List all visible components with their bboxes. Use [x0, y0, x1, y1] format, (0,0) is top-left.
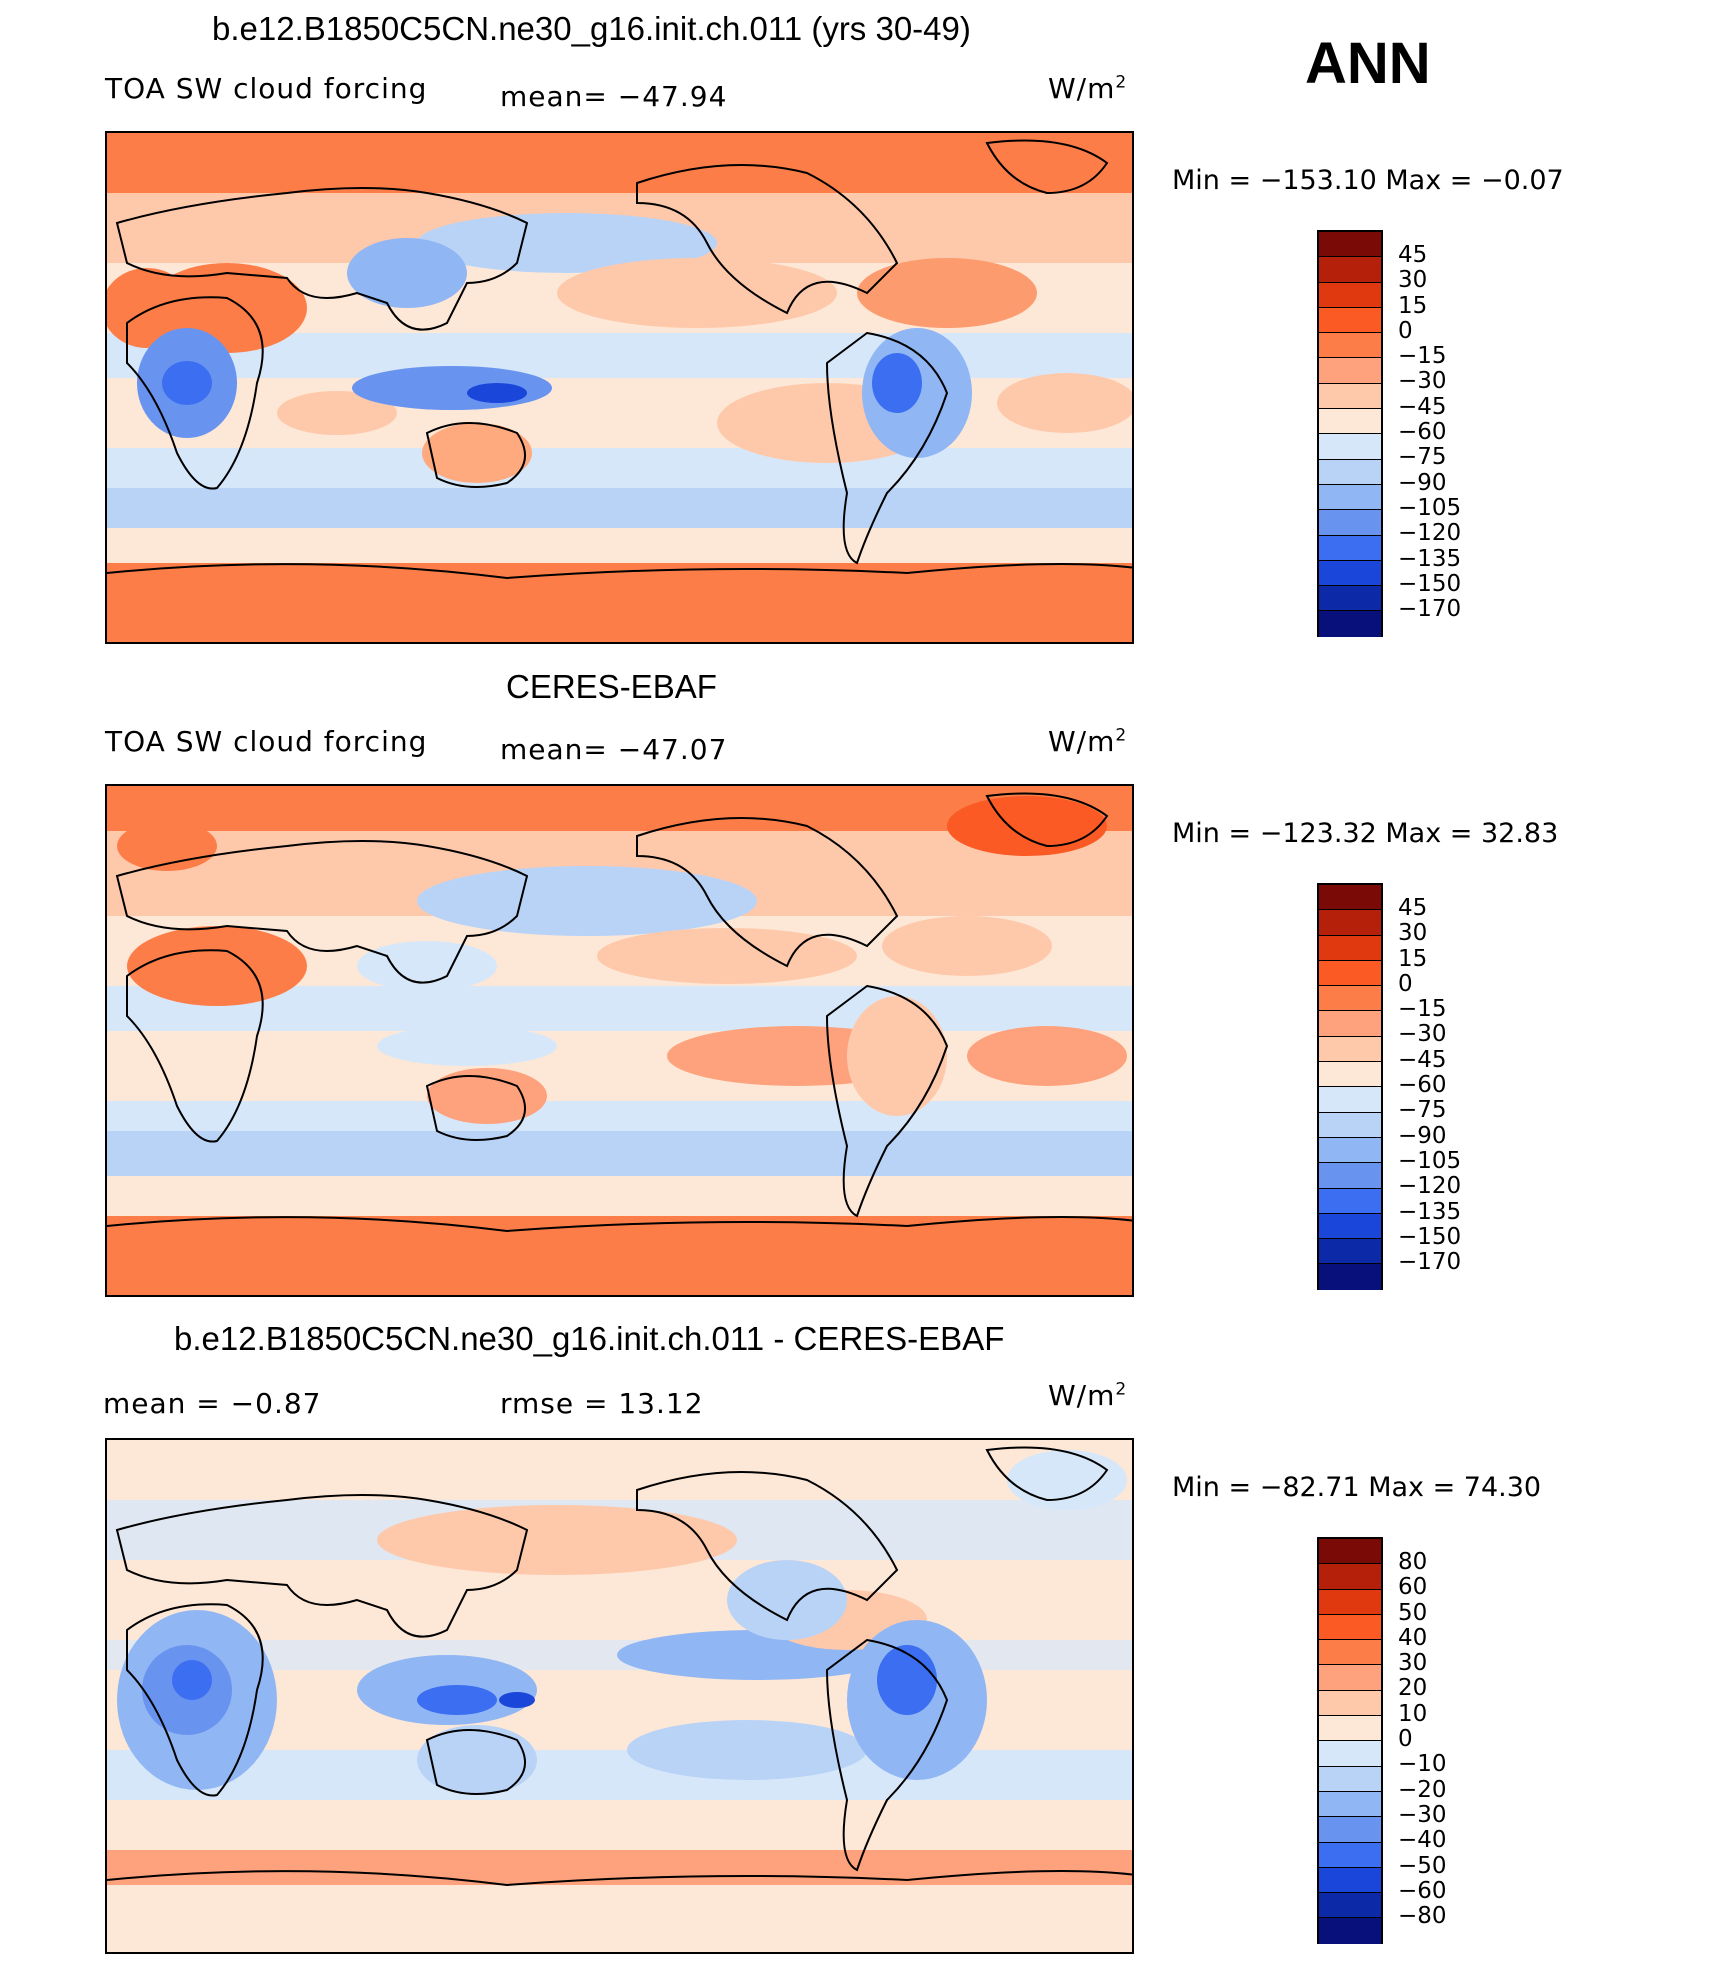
colorbar-tick: −135: [1398, 1198, 1462, 1225]
panel1-mean-label: mean= −47.94: [500, 80, 728, 113]
colorbar-tick: −45: [1398, 1046, 1447, 1073]
colorbar-tick: −45: [1398, 393, 1447, 420]
panel2-mean-label: mean= −47.07: [500, 733, 728, 766]
panel3-units: W/m2: [1048, 1379, 1128, 1412]
colorbar-tick: 0: [1398, 317, 1413, 344]
colorbar-tick: −90: [1398, 469, 1447, 496]
colorbar-tick: −15: [1398, 343, 1447, 370]
colorbar-tick: 30: [1398, 267, 1428, 294]
colorbar-tick: 60: [1398, 1574, 1428, 1601]
panel1-colorbar-ticks: 45 30 15 0 −15 −30 −45 −60 −75 −90 −105 …: [1398, 242, 1462, 623]
colorbar-tick: 15: [1398, 292, 1428, 319]
colorbar-tick: −105: [1398, 1147, 1462, 1174]
colorbar-tick: −80: [1398, 1903, 1447, 1930]
panel2-min-max: Min = −123.32 Max = 32.83: [1172, 818, 1559, 849]
colorbar-tick: −30: [1398, 368, 1447, 395]
colorbar-tick: −40: [1398, 1827, 1447, 1854]
panel3-min-max: Min = −82.71 Max = 74.30: [1172, 1472, 1542, 1503]
colorbar-tick: 30: [1398, 1650, 1428, 1677]
colorbar-tick: −170: [1398, 596, 1462, 623]
panel1-min-max: Min = −153.10 Max = −0.07: [1172, 165, 1564, 196]
colorbar-tick: −15: [1398, 996, 1447, 1023]
panel3-map: [105, 1438, 1134, 1954]
panel2-colorbar-ticks: 45 30 15 0 −15 −30 −45 −60 −75 −90 −105 …: [1398, 895, 1462, 1276]
colorbar-tick: −120: [1398, 520, 1462, 547]
season-label: ANN: [1305, 31, 1431, 96]
colorbar-tick: 0: [1398, 1726, 1413, 1753]
panel2-colorbar: [1317, 883, 1383, 1290]
colorbar-tick: 0: [1398, 970, 1413, 997]
colorbar-tick: 45: [1398, 895, 1428, 921]
panel3-map-svg: [107, 1440, 1132, 1952]
colorbar-tick: −60: [1398, 1072, 1447, 1099]
colorbar-tick: −75: [1398, 1097, 1447, 1124]
panel1-title: b.e12.B1850C5CN.ne30_g16.init.ch.011 (yr…: [212, 10, 971, 47]
colorbar-tick: 80: [1398, 1549, 1428, 1575]
panel2-units: W/m2: [1048, 725, 1128, 758]
colorbar-tick: −10: [1398, 1751, 1447, 1778]
colorbar-tick: −60: [1398, 419, 1447, 446]
colorbar-tick: −120: [1398, 1173, 1462, 1200]
colorbar-tick: −90: [1398, 1122, 1447, 1149]
colorbar-tick: −170: [1398, 1249, 1462, 1276]
panel2-map: [105, 784, 1134, 1297]
colorbar-tick: 30: [1398, 920, 1428, 947]
panel1-units: W/m2: [1048, 72, 1128, 105]
panel3-title: b.e12.B1850C5CN.ne30_g16.init.ch.011 - C…: [174, 1320, 1005, 1357]
panel1-map: [105, 131, 1134, 644]
colorbar-tick: −20: [1398, 1776, 1447, 1803]
panel3-rmse-label: rmse = 13.12: [500, 1387, 704, 1420]
colorbar-tick: −30: [1398, 1801, 1447, 1828]
colorbar-tick: −135: [1398, 545, 1462, 572]
panel3-mean-label: mean = −0.87: [103, 1387, 322, 1420]
colorbar-tick: −30: [1398, 1021, 1447, 1048]
colorbar-tick: −60: [1398, 1877, 1447, 1904]
panel2-variable-label: TOA SW cloud forcing: [105, 725, 428, 758]
colorbar-tick: −150: [1398, 570, 1462, 597]
panel3-colorbar: [1317, 1537, 1383, 1944]
colorbar-tick: −105: [1398, 494, 1462, 521]
colorbar-tick: 50: [1398, 1599, 1428, 1626]
colorbar-tick: −150: [1398, 1223, 1462, 1250]
colorbar-tick: 20: [1398, 1675, 1428, 1702]
colorbar-tick: 40: [1398, 1624, 1428, 1651]
colorbar-tick: −75: [1398, 444, 1447, 471]
panel1-variable-label: TOA SW cloud forcing: [105, 72, 428, 105]
panel1-colorbar: [1317, 230, 1383, 637]
colorbar-tick: 10: [1398, 1700, 1428, 1727]
colorbar-tick: −50: [1398, 1852, 1447, 1879]
panel2-map-svg: [107, 786, 1132, 1295]
panel3-colorbar-ticks: 80 60 50 40 30 20 10 0 −10 −20 −30 −40 −…: [1398, 1549, 1447, 1930]
colorbar-tick: 45: [1398, 242, 1428, 268]
colorbar-tick: 15: [1398, 945, 1428, 972]
panel2-title: CERES-EBAF: [506, 668, 717, 705]
panel1-map-svg: [107, 133, 1132, 642]
